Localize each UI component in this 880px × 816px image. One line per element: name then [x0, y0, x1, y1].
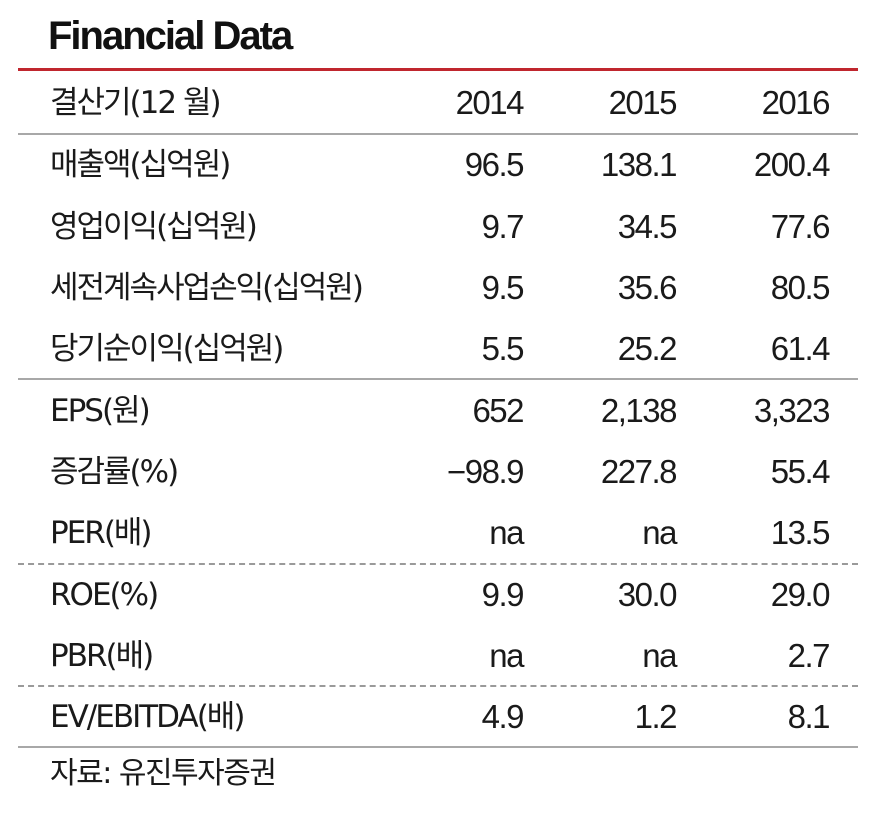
table-row-operating-income: 영업이익(십억원) 9.7 34.5 77.6 — [0, 196, 880, 258]
cell-2016: 61.4 — [770, 330, 831, 367]
title-underline — [18, 68, 858, 71]
cell-2015: 227.8 — [600, 453, 678, 490]
dashed-divider — [18, 685, 858, 687]
row-label: 세전계속사업손익(십억원) — [50, 270, 364, 306]
cell-2014: na — [489, 637, 524, 674]
header-row: 결산기(12 월) 2014 2015 2016 — [0, 72, 880, 134]
row-label: EPS(원) — [50, 393, 151, 429]
table-row-eps: EPS(원) 652 2,138 3,323 — [0, 380, 880, 442]
row-label: 당기순이익(십억원) — [50, 331, 284, 367]
cell-2015: 35.6 — [617, 269, 678, 306]
cell-2014: 4.9 — [481, 698, 525, 735]
header-divider — [18, 133, 858, 135]
cell-2014: 9.5 — [481, 269, 525, 306]
cell-2016: 29.0 — [770, 576, 831, 613]
table-row-ev-ebitda: EV/EBITDA(배) 4.9 1.2 8.1 — [0, 686, 880, 748]
row-label: 매출액(십억원) — [50, 147, 231, 183]
row-label: ROE(%) — [50, 577, 159, 613]
cell-2016: 13.5 — [770, 514, 831, 551]
cell-2015: 138.1 — [600, 146, 678, 183]
cell-2016: 80.5 — [770, 269, 831, 306]
header-year-2014: 2014 — [455, 84, 525, 121]
cell-2014: 9.7 — [481, 208, 525, 245]
cell-2014: 9.9 — [481, 576, 525, 613]
row-label: PBR(배) — [50, 638, 154, 674]
cell-2015: na — [642, 637, 677, 674]
dashed-divider — [18, 563, 858, 565]
header-year-2015: 2015 — [608, 84, 678, 121]
table-row-pretax-income: 세전계속사업손익(십억원) 9.5 35.6 80.5 — [0, 257, 880, 319]
header-label: 결산기(12 월) — [50, 85, 222, 121]
table-title: Financial Data — [48, 14, 293, 58]
table-row-net-income: 당기순이익(십억원) 5.5 25.2 61.4 — [0, 318, 880, 380]
cell-2014: 96.5 — [464, 146, 525, 183]
row-label: 영업이익(십억원) — [50, 209, 258, 245]
cell-2016: 77.6 — [770, 208, 831, 245]
row-label: 증감률(%) — [50, 454, 179, 490]
cell-2014: 652 — [472, 392, 524, 429]
table-row-roe: ROE(%) 9.9 30.0 29.0 — [0, 564, 880, 626]
row-label: PER(배) — [50, 515, 153, 551]
table-row-per: PER(배) na na 13.5 — [0, 502, 880, 564]
source-note: 자료: 유진투자증권 — [50, 756, 277, 791]
table-row-revenue: 매출액(십억원) 96.5 138.1 200.4 — [0, 134, 880, 196]
cell-2016: 2.7 — [787, 637, 831, 674]
cell-2015: 34.5 — [617, 208, 678, 245]
cell-2015: 30.0 — [617, 576, 678, 613]
table-row-eps-growth: 증감률(%) −98.9 227.8 55.4 — [0, 441, 880, 503]
cell-2015: 1.2 — [634, 698, 678, 735]
cell-2016: 8.1 — [787, 698, 831, 735]
cell-2014: −98.9 — [447, 453, 525, 490]
cell-2016: 200.4 — [753, 146, 831, 183]
row-label: EV/EBITDA(배) — [50, 699, 245, 735]
cell-2015: 2,138 — [600, 392, 678, 429]
cell-2014: na — [489, 514, 524, 551]
table-bottom-rule — [18, 746, 858, 748]
cell-2015: 25.2 — [617, 330, 678, 367]
table-row-pbr: PBR(배) na na 2.7 — [0, 625, 880, 687]
cell-2015: na — [642, 514, 677, 551]
header-year-2016: 2016 — [761, 84, 831, 121]
cell-2016: 3,323 — [753, 392, 831, 429]
cell-2014: 5.5 — [481, 330, 525, 367]
section-divider — [18, 378, 858, 380]
cell-2016: 55.4 — [770, 453, 831, 490]
